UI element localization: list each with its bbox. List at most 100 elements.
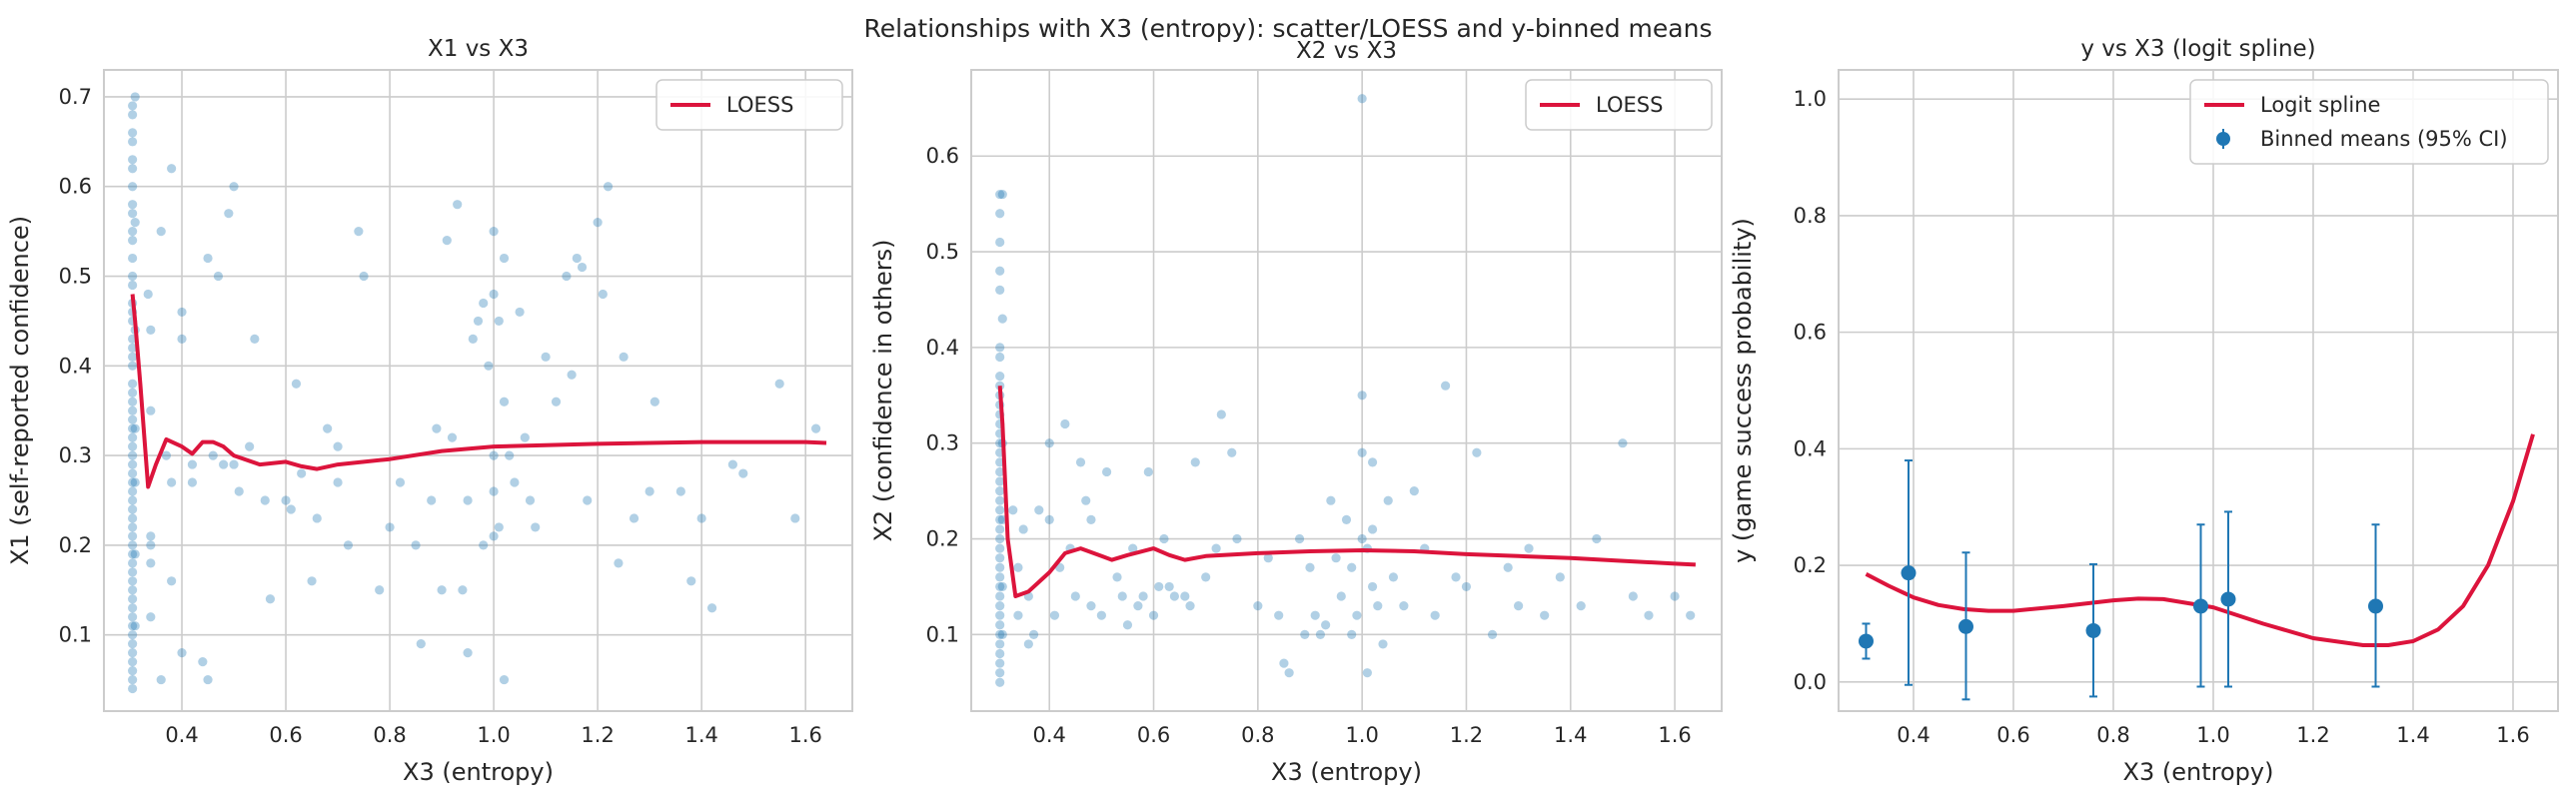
scatter-point xyxy=(489,486,499,496)
scatter-point xyxy=(427,495,437,505)
x-tick-label: 0.6 xyxy=(1137,723,1170,747)
scatter-point xyxy=(1081,495,1091,505)
scatter-point xyxy=(128,182,138,192)
scatter-point xyxy=(128,674,138,685)
scatter-point xyxy=(1555,572,1565,582)
scatter-point xyxy=(1628,591,1638,601)
scatter-point xyxy=(128,495,138,505)
scatter-point xyxy=(128,639,138,649)
scatter-point xyxy=(1378,639,1388,649)
scatter-point xyxy=(146,540,156,550)
binned-mean-point xyxy=(1958,618,1973,634)
scatter-point xyxy=(385,522,395,532)
scatter-point xyxy=(1070,591,1080,601)
scatter-point xyxy=(995,629,1005,639)
scatter-point xyxy=(333,441,343,451)
x-tick-label: 1.4 xyxy=(2396,723,2429,747)
scatter-point xyxy=(995,620,1005,630)
scatter-point xyxy=(260,495,270,505)
scatter-point xyxy=(128,137,138,147)
scatter-point xyxy=(1190,457,1200,467)
scatter-point xyxy=(997,314,1007,324)
scatter-point xyxy=(297,468,307,478)
x-tick-label: 1.2 xyxy=(1450,723,1483,747)
scatter-point xyxy=(479,540,489,550)
scatter-point xyxy=(1388,572,1399,582)
scatter-point xyxy=(128,343,138,353)
scatter-point xyxy=(187,477,198,487)
scatter-point xyxy=(995,553,1005,563)
scatter-point xyxy=(1018,524,1028,534)
scatter-point xyxy=(1352,610,1362,620)
scatter-points xyxy=(128,92,821,694)
series-line-loess xyxy=(997,386,1696,598)
scatter-point xyxy=(995,639,1005,649)
scatter-point xyxy=(997,629,1007,639)
binned-means xyxy=(1859,459,2383,701)
scatter-point xyxy=(995,505,1005,515)
y-axis-label: X1 (self-reported confidence) xyxy=(6,216,34,565)
scatter-point xyxy=(1430,610,1440,620)
scatter-point xyxy=(128,209,138,219)
scatter-point xyxy=(489,227,499,237)
scatter-point xyxy=(995,677,1005,687)
scatter-point xyxy=(1461,581,1472,592)
scatter-point xyxy=(619,352,629,362)
scatter-point xyxy=(995,486,1005,496)
scatter-point xyxy=(177,648,187,658)
x-axis-label: X3 (entropy) xyxy=(1271,758,1422,786)
scatter-point xyxy=(128,441,138,451)
scatter-point xyxy=(1201,572,1211,582)
scatter-point xyxy=(234,486,244,496)
scatter-point xyxy=(128,657,138,667)
legend: LOESS xyxy=(655,79,843,131)
scatter-point xyxy=(1128,543,1138,553)
legend-box xyxy=(655,79,843,131)
binned-mean-point xyxy=(2368,598,2383,614)
axes-frame xyxy=(970,69,1723,712)
y-tick-label: 0.5 xyxy=(926,240,959,264)
scatter-point xyxy=(219,459,229,469)
axes-frame xyxy=(1838,69,2559,712)
y-tick-label: 0.6 xyxy=(59,175,92,199)
legend-marker-point xyxy=(2216,132,2230,146)
scatter-point xyxy=(1357,447,1367,457)
scatter-point xyxy=(995,533,1005,544)
scatter-point xyxy=(128,612,138,622)
scatter-point xyxy=(1341,514,1352,524)
scatter-point xyxy=(614,558,624,568)
x-axis-label: X3 (entropy) xyxy=(2123,758,2274,786)
panel-2: 0.4 0.6 0.8 1.0 1.2 1.4 1.6 0.1 0.2 0.3 0.4 0.5 0.6 X… xyxy=(869,38,1723,786)
scatter-point xyxy=(499,674,510,685)
scatter-point xyxy=(995,581,1005,592)
scatter-point xyxy=(146,531,156,541)
scatter-point xyxy=(995,237,1005,248)
scatter-point xyxy=(649,397,659,406)
scatter-point xyxy=(567,370,577,380)
scatter-point xyxy=(128,549,138,559)
scatter-point xyxy=(128,200,138,210)
scatter-point xyxy=(997,581,1007,592)
scatter-point xyxy=(333,477,343,487)
scatter-point xyxy=(128,450,138,460)
scatter-point xyxy=(167,477,177,487)
scatter-point xyxy=(1185,600,1195,611)
y-axis-label: y (game success probability) xyxy=(1729,218,1757,563)
scatter-point xyxy=(489,450,499,460)
scatter-point xyxy=(1075,457,1086,467)
scatter-point xyxy=(1357,94,1367,104)
scatter-point xyxy=(1294,533,1305,544)
scatter-point xyxy=(995,209,1005,219)
scatter-point xyxy=(1440,381,1451,391)
scatter-point xyxy=(128,432,138,442)
scatter-point xyxy=(265,594,276,604)
binned-mean-point xyxy=(1901,565,1917,581)
scatter-point xyxy=(128,630,138,640)
scatter-point xyxy=(598,289,608,300)
scatter-point xyxy=(484,361,494,371)
scatter-point xyxy=(995,352,1005,363)
scatter-point xyxy=(995,266,1005,276)
legend-label: Binned means (95% CI) xyxy=(2260,127,2508,151)
scatter-point xyxy=(437,585,447,595)
scatter-point xyxy=(128,683,138,694)
